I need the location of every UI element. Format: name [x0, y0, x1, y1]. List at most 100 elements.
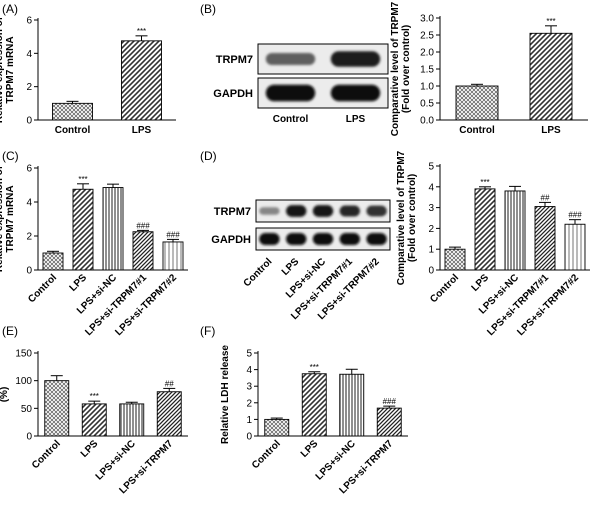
category-label: Control — [26, 272, 59, 305]
y-tick-label: 0 — [26, 116, 32, 127]
blot-band — [286, 205, 306, 217]
western-blot-d: TRPM7GAPDHControlLPSLPS+si-NCLPS+si-TRPM… — [211, 200, 390, 322]
blot-band — [259, 233, 279, 245]
category-label: LPS — [470, 272, 492, 294]
significance-mark: *** — [480, 178, 489, 187]
bar — [163, 242, 183, 270]
y-tick-label: 0 — [428, 266, 434, 277]
panel-label-d: (D) — [200, 149, 217, 163]
y-tick-label: 6 — [26, 16, 32, 27]
category-label: LPS — [68, 272, 90, 294]
blot-band — [366, 206, 386, 217]
bar — [53, 103, 93, 120]
bar — [120, 404, 144, 436]
category-label: LPS — [132, 125, 152, 136]
bar — [157, 392, 181, 436]
y-tick-label: 5 — [428, 162, 434, 173]
blot-row-label: GAPDH — [211, 234, 251, 246]
y-tick-label: 2 — [26, 82, 32, 93]
category-label: Control — [428, 272, 461, 305]
y-tick-label: 1 — [428, 245, 434, 256]
chart-trpm7-mrna-lps: 0246Relative expression ofTRPM7 mRNACont… — [0, 16, 176, 137]
chart-cell-viability: 050100150Relative cell viability(%)Contr… — [0, 345, 188, 496]
bar — [530, 33, 572, 120]
blot-row-label: GAPDH — [213, 88, 253, 100]
significance-mark: ### — [383, 397, 397, 406]
y-tick-label: 1.0 — [420, 82, 434, 93]
bar — [265, 419, 289, 436]
y-axis-label: Relative LDH release — [220, 345, 231, 444]
significance-mark: *** — [137, 27, 146, 36]
y-tick-label: 2.5 — [420, 31, 434, 42]
y-tick-label: 0.5 — [420, 99, 434, 110]
blot-band — [340, 205, 360, 216]
blot-band — [313, 233, 333, 245]
y-tick-label: 150 — [15, 349, 32, 360]
category-label: LPS — [299, 438, 321, 460]
y-tick-label: 100 — [15, 376, 32, 387]
blot-band — [331, 51, 380, 67]
y-axis-label: (Fold over control) — [401, 25, 412, 113]
y-axis-label: (%) — [0, 387, 10, 403]
y-tick-label: 4 — [246, 365, 252, 376]
blot-band — [331, 85, 380, 102]
y-tick-label: 2 — [428, 224, 434, 235]
bar — [103, 188, 123, 270]
category-label: LPS — [541, 125, 561, 136]
bar — [565, 224, 585, 270]
blot-row-label: TRPM7 — [216, 54, 253, 66]
panel-label-e: (E) — [2, 324, 18, 338]
blot-band — [340, 233, 360, 245]
bar — [45, 381, 69, 436]
blot-band — [266, 53, 315, 65]
y-tick-label: 2 — [26, 232, 32, 243]
significance-mark: *** — [90, 392, 99, 401]
chart-trpm7-protein-lps: 0.00.51.01.52.02.53.0Comparative level o… — [390, 1, 588, 136]
blot-lane-label: Control — [242, 256, 275, 289]
bar — [456, 86, 498, 120]
y-tick-label: 0.0 — [420, 116, 434, 127]
y-tick-label: 0 — [26, 266, 32, 277]
bar — [377, 408, 401, 436]
y-tick-label: 5 — [246, 349, 252, 360]
significance-mark: ### — [568, 211, 582, 220]
y-tick-label: 2.0 — [420, 48, 434, 59]
blot-lane-label: LPS — [346, 114, 366, 125]
y-tick-label: 3.0 — [420, 14, 434, 25]
y-tick-label: 0 — [26, 432, 32, 443]
y-tick-label: 0 — [246, 432, 252, 443]
bar — [43, 253, 63, 270]
bar — [73, 189, 93, 270]
significance-mark: *** — [310, 363, 319, 372]
bar — [82, 404, 106, 436]
western-blot-b: TRPM7GAPDHControlLPS — [213, 44, 388, 125]
bar — [133, 232, 153, 270]
y-tick-label: 50 — [21, 404, 33, 415]
y-tick-label: 3 — [428, 203, 434, 214]
blot-band — [366, 233, 386, 245]
category-label: Control — [459, 125, 495, 136]
y-axis-label: TRPM7 mRNA — [5, 185, 16, 252]
bar — [122, 41, 162, 120]
bar — [445, 249, 465, 270]
bar — [535, 207, 555, 270]
significance-mark: ## — [541, 193, 550, 202]
panel-label-b: (B) — [200, 2, 216, 16]
bar — [505, 191, 525, 270]
y-tick-label: 4 — [26, 198, 32, 209]
chart-trpm7-mrna-knockdown: 0246Relative expression ofTRPM7 mRNACont… — [0, 164, 188, 339]
bar — [340, 374, 364, 436]
bar — [475, 189, 495, 270]
category-label: Control — [30, 438, 63, 471]
blot-row-label: TRPM7 — [214, 206, 251, 218]
significance-mark: ### — [166, 230, 180, 239]
category-label: Control — [55, 125, 91, 136]
blot-band — [266, 85, 315, 102]
y-tick-label: 1.5 — [420, 65, 434, 76]
bar — [302, 374, 326, 436]
panel-label-a: (A) — [2, 2, 18, 16]
y-axis-label: (Fold over control) — [407, 174, 418, 262]
category-label: Control — [250, 438, 283, 471]
blot-band — [259, 207, 279, 214]
